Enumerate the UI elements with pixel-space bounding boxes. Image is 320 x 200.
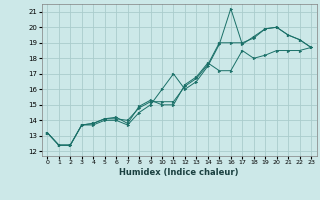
X-axis label: Humidex (Indice chaleur): Humidex (Indice chaleur) [119, 168, 239, 177]
